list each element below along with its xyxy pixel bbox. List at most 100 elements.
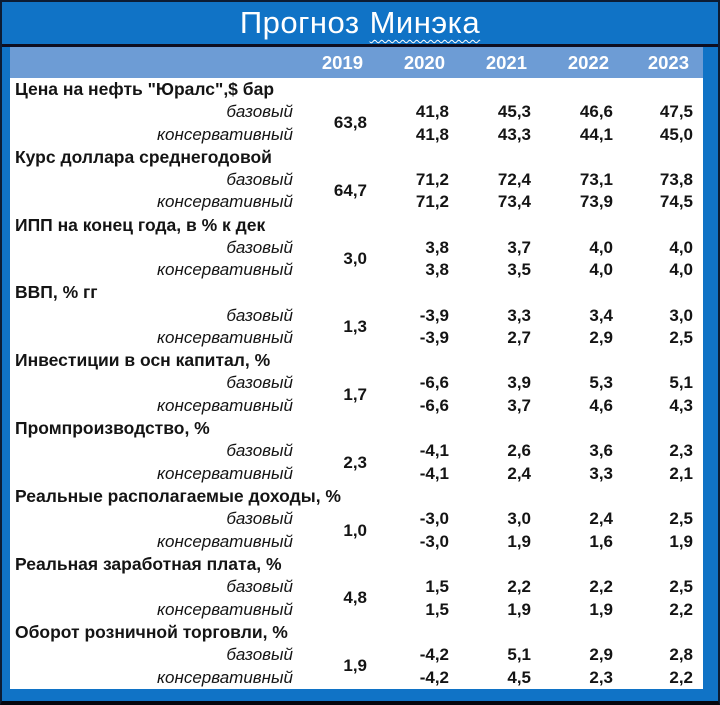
value-base-2020: -3,0	[419, 509, 449, 529]
value-base-2020: -4,1	[419, 441, 449, 461]
scenario-label-base: базовый	[226, 169, 293, 189]
indicator-name: Цена на нефть "Юралс",$ бар	[15, 78, 275, 99]
value-base-2020: 41,8	[415, 101, 449, 121]
scenario-label-base: базовый	[226, 101, 293, 121]
value-conservative-2022: 4,0	[589, 260, 613, 280]
scenario-label-base: базовый	[226, 577, 293, 597]
value-conservative-2020: -3,9	[419, 328, 449, 348]
value-conservative-2023: 4,3	[669, 396, 693, 416]
value-base-2022: 3,4	[589, 305, 613, 325]
scenario-label-conservative: консервативный	[156, 531, 293, 551]
indicator-name: Инвестиции в осн капитал, %	[15, 350, 271, 371]
value-conservative-2021: 1,9	[507, 531, 531, 551]
value-base-2023: 2,5	[669, 577, 693, 597]
value-2019-actual: 2,3	[343, 452, 367, 472]
value-conservative-2022: 2,9	[589, 328, 613, 348]
value-base-2023: 2,3	[669, 441, 693, 461]
scenario-label-conservative: консервативный	[156, 464, 293, 484]
value-base-2022: 2,4	[589, 509, 613, 529]
value-conservative-2022: 3,3	[589, 464, 613, 484]
value-base-2022: 46,6	[579, 101, 613, 121]
indicator-name: ИПП на конец года, в % к дек	[15, 214, 266, 235]
value-base-2022: 5,3	[589, 373, 613, 393]
value-base-2022: 2,9	[589, 645, 613, 665]
value-conservative-2020: -4,2	[419, 667, 449, 687]
value-base-2023: 73,8	[659, 169, 693, 189]
value-conservative-2023: 2,2	[669, 667, 693, 687]
value-conservative-2022: 73,9	[579, 192, 613, 212]
value-base-2020: -4,2	[419, 645, 449, 665]
scenario-label-conservative: консервативный	[156, 396, 293, 416]
value-base-2022: 2,2	[589, 577, 613, 597]
value-conservative-2020: 3,8	[425, 260, 449, 280]
page-title-word1: Прогноз	[239, 5, 360, 40]
header-year-2022: 2022	[541, 47, 623, 78]
indicator-name: Курс доллара среднегодовой	[15, 146, 272, 167]
scenario-label-base: базовый	[226, 509, 293, 529]
value-conservative-2021: 3,7	[507, 396, 531, 416]
value-conservative-2021: 1,9	[507, 599, 531, 619]
value-base-2023: 2,5	[669, 509, 693, 529]
value-base-2020: -6,6	[419, 373, 449, 393]
scenario-label-base: базовый	[226, 645, 293, 665]
table-content: 2019 2020 2021 2022 2023 Цена на нефть "…	[10, 47, 703, 689]
value-conservative-2022: 44,1	[579, 124, 613, 144]
value-conservative-2020: -6,6	[419, 396, 449, 416]
scenario-label-base: базовый	[226, 441, 293, 461]
scenario-label-conservative: консервативный	[156, 192, 293, 212]
header-year-2019: 2019	[295, 47, 377, 78]
value-base-2021: 3,7	[507, 237, 531, 257]
value-base-2021: 3,9	[507, 373, 531, 393]
page-title-word2-spellcheck-underline: Минэка	[369, 5, 481, 40]
value-2019-actual: 1,0	[343, 520, 367, 540]
value-2019-actual: 1,3	[343, 316, 367, 336]
table-frame: 2019 2020 2021 2022 2023 Цена на нефть "…	[2, 47, 718, 701]
value-conservative-2021: 43,3	[497, 124, 531, 144]
value-base-2021: 72,4	[497, 169, 531, 189]
value-2019-actual: 4,8	[343, 588, 367, 608]
header-year-2023: 2023	[623, 47, 703, 78]
scenario-label-base: базовый	[226, 237, 293, 257]
value-2019-actual: 1,9	[343, 656, 367, 676]
value-base-2020: -3,9	[419, 305, 449, 325]
value-2019-actual: 3,0	[343, 249, 367, 269]
scenario-label-conservative: консервативный	[156, 599, 293, 619]
value-conservative-2022: 1,9	[589, 599, 613, 619]
value-conservative-2023: 74,5	[659, 192, 693, 212]
value-base-2020: 3,8	[425, 237, 449, 257]
scenario-label-conservative: консервативный	[156, 667, 293, 687]
scenario-label-base: базовый	[226, 305, 293, 325]
value-conservative-2021: 3,5	[507, 260, 531, 280]
value-base-2023: 2,8	[669, 645, 693, 665]
value-conservative-2022: 2,3	[589, 667, 613, 687]
indicator-name: Промпроизводство, %	[15, 418, 210, 439]
value-base-2021: 2,2	[507, 577, 531, 597]
value-conservative-2023: 2,5	[669, 328, 693, 348]
value-conservative-2023: 45,0	[659, 124, 693, 144]
value-base-2022: 73,1	[579, 169, 613, 189]
value-conservative-2020: 71,2	[415, 192, 449, 212]
value-base-2022: 4,0	[589, 237, 613, 257]
value-base-2021: 2,6	[507, 441, 531, 461]
indicator-name: Реальные располагаемые доходы, %	[15, 486, 341, 507]
header-year-2020: 2020	[377, 47, 459, 78]
value-base-2023: 3,0	[669, 305, 693, 325]
scenario-label-conservative: консервативный	[156, 124, 293, 144]
header-empty-cell	[10, 47, 295, 78]
title-divider	[2, 44, 718, 47]
scenario-label-base: базовый	[226, 373, 293, 393]
indicator-name: ВВП, % гг	[15, 282, 98, 303]
value-base-2021: 3,0	[507, 509, 531, 529]
value-conservative-2023: 1,9	[669, 531, 693, 551]
value-conservative-2021: 2,7	[507, 328, 531, 348]
value-base-2020: 1,5	[425, 577, 449, 597]
indicator-name: Реальная заработная плата, %	[15, 554, 282, 575]
value-base-2021: 5,1	[507, 645, 531, 665]
indicator-name: Оборот розничной торговли, %	[15, 621, 288, 642]
value-conservative-2022: 4,6	[589, 396, 613, 416]
value-base-2021: 45,3	[497, 101, 531, 121]
value-base-2023: 5,1	[669, 373, 693, 393]
value-2019-actual: 1,7	[343, 384, 367, 404]
value-base-2022: 3,6	[589, 441, 613, 461]
